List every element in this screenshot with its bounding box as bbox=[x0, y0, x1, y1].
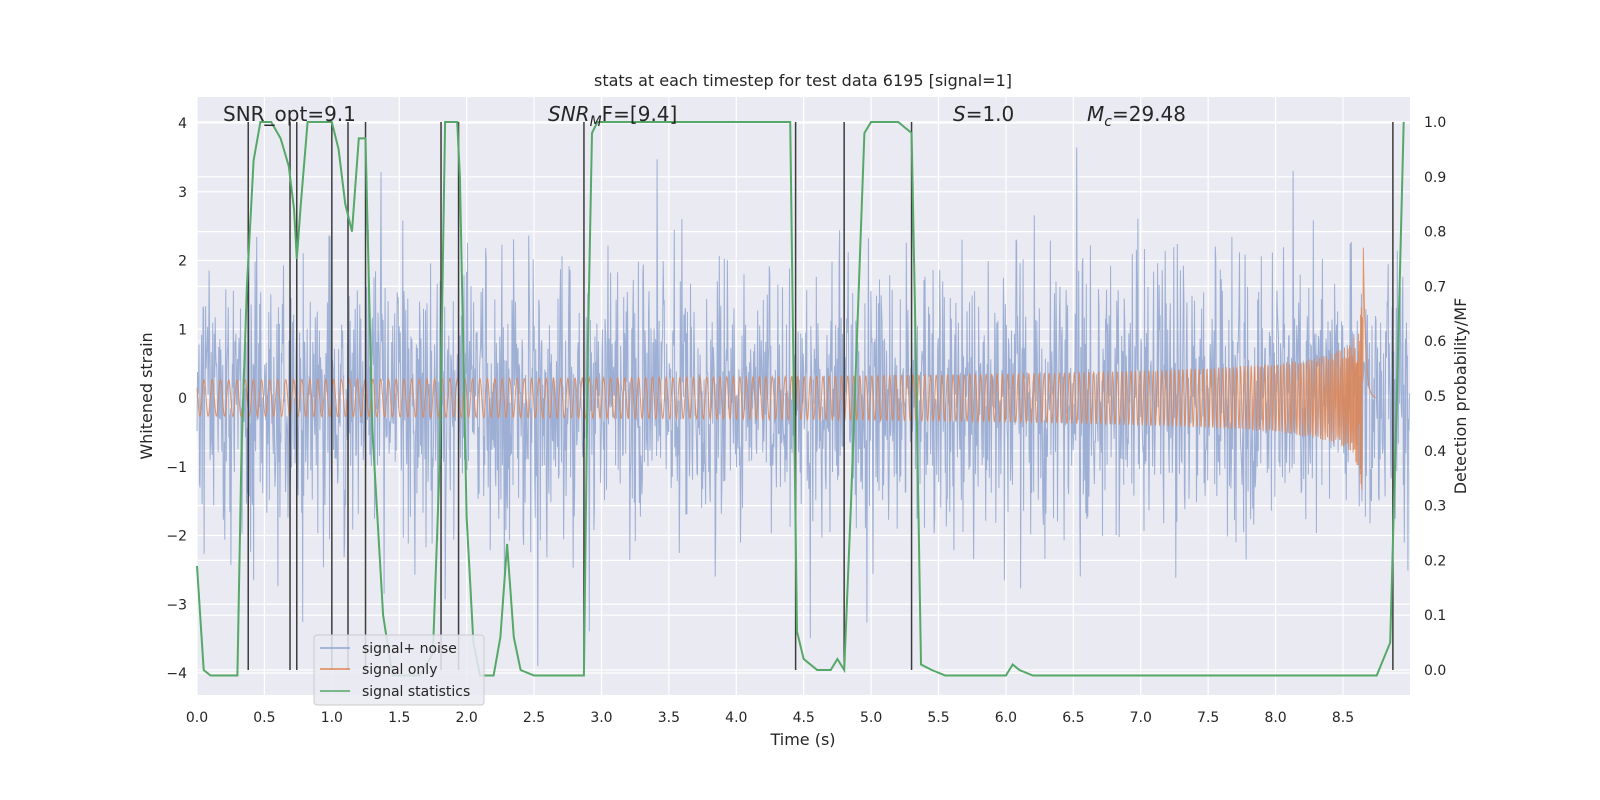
x-tick-label: 1.0 bbox=[321, 710, 343, 726]
x-tick-label: 6.5 bbox=[1062, 710, 1084, 726]
y-right-tick-label: 0.7 bbox=[1424, 279, 1446, 295]
x-tick-label: 5.5 bbox=[927, 710, 949, 726]
legend-label-signal-statistics: signal statistics bbox=[362, 684, 470, 700]
y-right-tick-label: 0.5 bbox=[1424, 389, 1446, 405]
y-axis-right-label: Detection probability/MF bbox=[1451, 298, 1470, 495]
legend-box bbox=[313, 634, 485, 706]
y-left-tick-label: −2 bbox=[166, 529, 187, 545]
x-tick-label: 0.0 bbox=[186, 710, 208, 726]
x-axis-label: Time (s) bbox=[769, 730, 835, 749]
x-tick-label: 0.5 bbox=[253, 710, 275, 726]
y-right-tick-label: 0.2 bbox=[1424, 553, 1446, 569]
y-left-tick-label: 1 bbox=[178, 322, 187, 338]
x-tick-label: 3.5 bbox=[658, 710, 680, 726]
x-tick-label: 4.0 bbox=[725, 710, 747, 726]
annotation-mc: Mc=29.48 bbox=[1087, 102, 1186, 130]
y-left-tick-label: 0 bbox=[178, 391, 187, 407]
signal-noise-series bbox=[196, 147, 1411, 667]
y-left-tick-label: −1 bbox=[166, 460, 187, 476]
x-tick-label: 2.0 bbox=[456, 710, 478, 726]
y-right-tick-label: 0.8 bbox=[1424, 225, 1446, 241]
y-left-tick-labels: −4 −3 −2 −1 0 1 2 3 4 bbox=[166, 116, 187, 682]
y-axis-left-label: Whitened strain bbox=[137, 332, 156, 459]
legend-label-signal-noise: signal+ noise bbox=[362, 641, 457, 657]
annotations: SNR_opt=9.1 SNRMF=[9.4] S=1.0 Mc=29.48 bbox=[223, 102, 1186, 130]
y-right-tick-label: 0.1 bbox=[1424, 608, 1446, 624]
x-tick-label: 8.5 bbox=[1332, 710, 1354, 726]
y-left-tick-label: 3 bbox=[178, 185, 187, 201]
signal-only-line bbox=[196, 247, 1377, 491]
legend: signal+ noise signal only signal statist… bbox=[313, 634, 485, 706]
signal-statistics-series bbox=[196, 121, 1405, 677]
x-tick-label: 5.0 bbox=[860, 710, 882, 726]
x-tick-label: 4.5 bbox=[793, 710, 815, 726]
legend-label-signal-only: signal only bbox=[362, 662, 437, 678]
y-right-tick-label: 0.4 bbox=[1424, 444, 1446, 460]
x-tick-label: 3.0 bbox=[590, 710, 612, 726]
annotation-snr-mf: SNRMF=[9.4] bbox=[548, 102, 677, 130]
x-tick-label: 2.5 bbox=[523, 710, 545, 726]
y-right-tick-label: 0.9 bbox=[1424, 170, 1446, 186]
y-left-tick-label: 4 bbox=[178, 116, 187, 132]
x-tick-labels: 0.0 0.5 1.0 1.5 2.0 2.5 3.0 3.5 4.0 4.5 5.0 5.5 6.0 6… bbox=[186, 710, 1354, 726]
x-tick-label: 6.0 bbox=[995, 710, 1017, 726]
annotation-snr-opt: SNR_opt=9.1 bbox=[223, 102, 356, 126]
y-left-tick-label: −3 bbox=[166, 597, 187, 613]
y-right-tick-labels: 0.0 0.1 0.2 0.3 0.4 0.5 0.6 0.7 0.8 0.9 1.0 bbox=[1424, 115, 1446, 679]
chart-title: stats at each timestep for test data 619… bbox=[594, 71, 1012, 90]
x-tick-label: 7.5 bbox=[1197, 710, 1219, 726]
x-tick-label: 1.5 bbox=[388, 710, 410, 726]
x-tick-label: 8.0 bbox=[1264, 710, 1286, 726]
y-left-tick-label: 2 bbox=[178, 254, 187, 270]
y-right-tick-label: 0.3 bbox=[1424, 499, 1446, 515]
signal-noise-line bbox=[196, 147, 1411, 667]
x-tick-label: 7.0 bbox=[1130, 710, 1152, 726]
y-right-tick-label: 0.0 bbox=[1424, 663, 1446, 679]
signal-statistics-line bbox=[196, 121, 1405, 677]
y-left-tick-label: −4 bbox=[166, 666, 187, 682]
y-right-tick-label: 1.0 bbox=[1424, 115, 1446, 131]
annotation-s: S=1.0 bbox=[953, 102, 1014, 126]
y-right-tick-label: 0.6 bbox=[1424, 334, 1446, 350]
signal-only-series bbox=[196, 247, 1377, 491]
